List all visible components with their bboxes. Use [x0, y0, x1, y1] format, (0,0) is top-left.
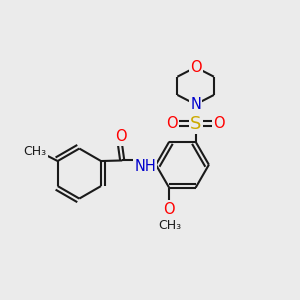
Text: O: O [213, 116, 225, 131]
Text: O: O [190, 60, 202, 75]
Text: O: O [166, 116, 178, 131]
Text: N: N [190, 97, 201, 112]
Text: O: O [116, 129, 127, 144]
Text: CH₃: CH₃ [158, 219, 181, 232]
Text: O: O [163, 202, 175, 217]
Text: S: S [190, 115, 201, 133]
Text: NH: NH [134, 159, 156, 174]
Text: CH₃: CH₃ [23, 145, 46, 158]
